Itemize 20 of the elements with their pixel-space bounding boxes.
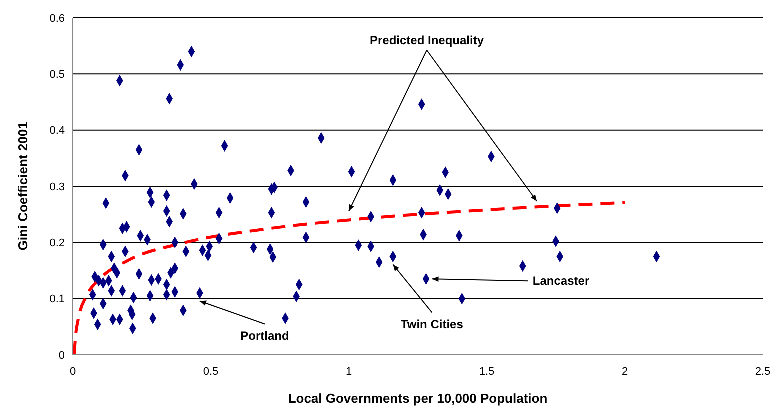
y-tick-label: 0.3 [50, 181, 65, 194]
y-axis-title: Gini Coefficient 2001 [16, 122, 31, 251]
x-axis-title: Local Governments per 10,000 Population [288, 391, 548, 406]
annotation: Lancaster [532, 274, 590, 288]
y-tick-label: 0.2 [50, 238, 65, 250]
x-tick-label: 1.5 [479, 366, 495, 378]
y-tick-label: 0 [58, 350, 65, 362]
x-tick-label: 0 [70, 366, 76, 378]
y-tick-label: 0.4 [50, 125, 65, 138]
y-tick-label: 0.6 [50, 12, 65, 25]
annotation: Twin Cities [400, 318, 464, 332]
x-tick-label: 0.5 [203, 366, 219, 378]
annotation: Predicted Inequality [370, 33, 484, 48]
y-tick-label: 0.5 [50, 69, 65, 82]
x-tick-label: 2 [622, 366, 628, 378]
x-tick-label: 1 [346, 366, 352, 378]
annotation: Portland [240, 329, 290, 344]
line-series [73, 201, 626, 355]
x-tick-label: 2.5 [755, 366, 771, 378]
y-tick-label: 0.1 [50, 294, 65, 306]
